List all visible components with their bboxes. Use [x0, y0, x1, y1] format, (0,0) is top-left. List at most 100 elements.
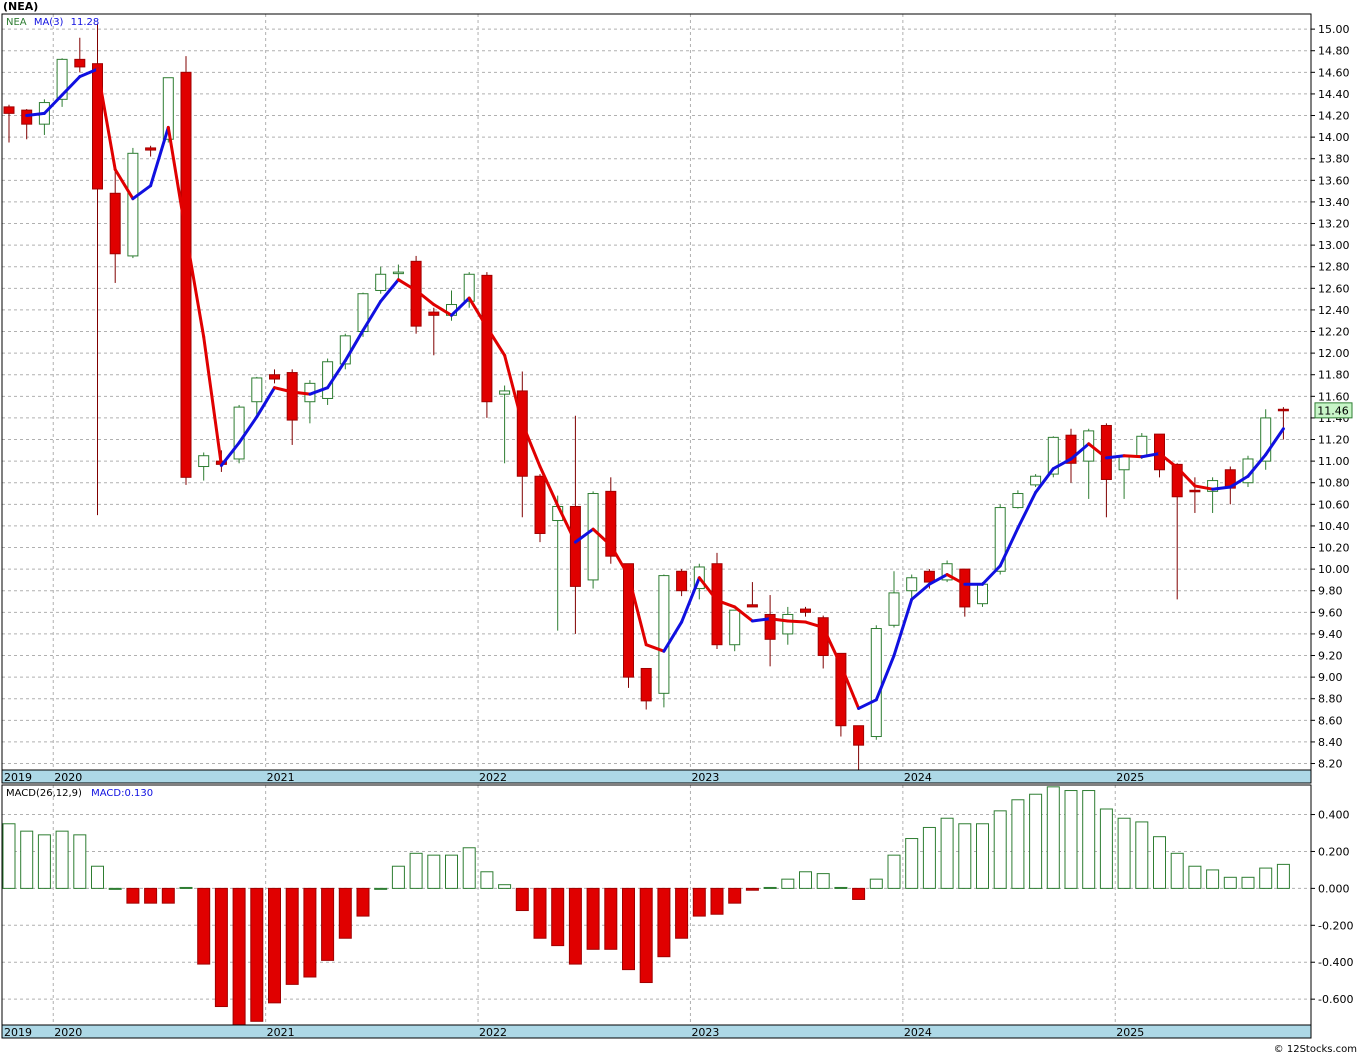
- ma-segment: [1211, 485, 1232, 491]
- year-label: 2023: [691, 1026, 719, 1039]
- candle-body: [923, 570, 935, 583]
- ma-segment: [308, 386, 330, 396]
- candle: [1260, 409, 1272, 470]
- candle: [977, 582, 988, 607]
- candle-body: [676, 570, 688, 592]
- ma-segment: [113, 168, 135, 201]
- ma-segment: [786, 619, 807, 624]
- legend-ticker: NEA: [6, 17, 27, 28]
- candle: [853, 725, 865, 770]
- candle-body: [1065, 434, 1077, 464]
- ma-segment: [485, 325, 507, 357]
- ma-segment: [644, 643, 666, 653]
- candle: [375, 266, 387, 294]
- candle: [145, 145, 157, 157]
- ma-segment: [1228, 474, 1250, 489]
- candle: [109, 169, 121, 283]
- candle-body: [1277, 408, 1289, 412]
- candle-body: [74, 58, 86, 68]
- candle-body: [1118, 455, 1130, 471]
- macd-bar: [639, 887, 653, 984]
- candle: [1012, 490, 1024, 509]
- ma-segment: [467, 296, 489, 329]
- ma-segment: [42, 93, 64, 115]
- ma-segment: [1051, 457, 1073, 471]
- ma-segment: [1158, 452, 1179, 470]
- macd-bar: [887, 854, 901, 889]
- price-tick-label: 13.60: [1318, 174, 1350, 187]
- ma-segment: [1069, 442, 1091, 461]
- candle-body: [941, 563, 953, 581]
- macd-bar: [214, 887, 228, 1008]
- macd-year-labels: 2019 2020 2021 2022 2023 2024 2025: [4, 1026, 1144, 1039]
- macd-bar: [940, 817, 954, 889]
- macd-bar: [1046, 786, 1060, 889]
- candle-body: [1189, 489, 1201, 493]
- macd-bar: [657, 887, 671, 958]
- candle: [463, 272, 475, 308]
- candle: [286, 369, 298, 445]
- price-tick-label: 15.00: [1318, 23, 1350, 36]
- ma-segment: [1104, 454, 1126, 460]
- candle-body: [392, 271, 404, 275]
- price-tick-label: 14.60: [1318, 66, 1350, 79]
- ma-segment: [1016, 490, 1038, 530]
- ma-segment: [697, 576, 719, 602]
- candle: [888, 571, 900, 628]
- ma-segment: [857, 698, 878, 710]
- candle: [251, 376, 263, 418]
- price-tick-label: 11.00: [1318, 455, 1350, 468]
- macd-bar: [391, 865, 405, 889]
- candle-body: [605, 490, 617, 557]
- year-label: 2024: [904, 1026, 932, 1039]
- ma-segment: [1034, 467, 1055, 494]
- candle: [569, 415, 581, 634]
- candle: [233, 404, 245, 464]
- candle-body: [109, 192, 121, 255]
- macd-bar: [73, 834, 87, 889]
- macd-bar: [834, 886, 848, 889]
- candle-body: [1171, 463, 1183, 498]
- macd-bar: [745, 887, 759, 891]
- macd-bar: [1011, 799, 1025, 889]
- candle-body: [640, 667, 652, 702]
- candle: [1030, 474, 1042, 488]
- ma-segment: [1246, 453, 1268, 478]
- candle-body: [162, 77, 174, 140]
- candle-body: [3, 106, 15, 114]
- candle-body: [959, 568, 971, 608]
- ma-segment: [166, 125, 188, 236]
- ma-segment: [450, 296, 471, 317]
- ma-segment: [379, 278, 400, 303]
- ma-segment: [750, 617, 772, 623]
- ma-segment: [202, 335, 223, 467]
- ma-segment: [768, 617, 790, 623]
- moving-average-line: [25, 67, 1285, 710]
- ma-segment: [662, 620, 684, 653]
- macd-bar: [498, 884, 512, 889]
- candle: [198, 452, 210, 481]
- macd-bar: [1188, 865, 1202, 889]
- candle: [180, 56, 192, 485]
- macd-bar: [781, 878, 795, 889]
- candle: [658, 574, 670, 708]
- candle-body: [56, 58, 68, 100]
- macd-bar: [356, 887, 370, 917]
- macd-bar: [37, 834, 51, 889]
- year-label: 2019: [4, 1026, 32, 1039]
- candle-body: [463, 273, 475, 302]
- ma-segment: [149, 125, 170, 188]
- macd-bar: [1082, 790, 1096, 889]
- macd-bar: [976, 823, 989, 889]
- macd-bar: [480, 871, 494, 889]
- candle-body: [251, 377, 263, 403]
- ma-segment: [503, 353, 524, 425]
- ma-segment: [609, 543, 630, 578]
- macd-bar: [586, 887, 600, 950]
- macd-bar: [1259, 867, 1273, 889]
- macd-bar: [338, 887, 352, 939]
- macd-bar: [126, 887, 140, 904]
- candle: [269, 369, 280, 384]
- price-tick-label: 12.20: [1318, 326, 1350, 339]
